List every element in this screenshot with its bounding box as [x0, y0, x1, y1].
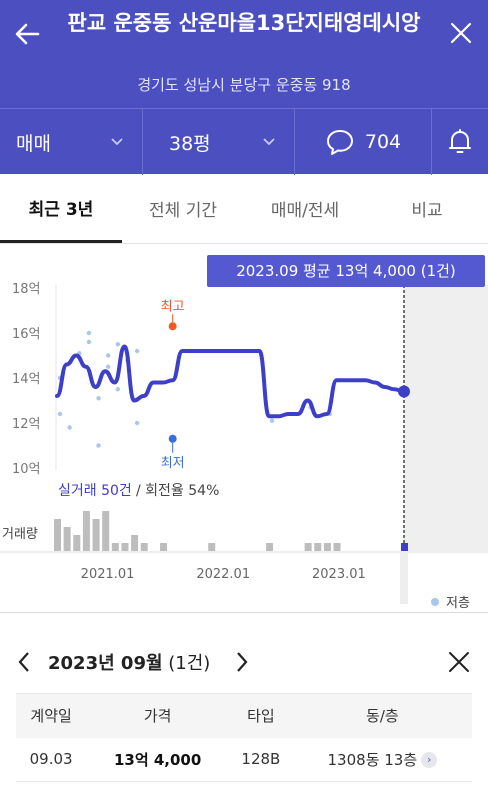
volume-bar [111, 543, 119, 551]
month-label: 2023년 09월 [48, 653, 163, 674]
tab-all-period[interactable]: 전체 기간 [149, 201, 217, 221]
x-tick-label: 2023.01 [312, 567, 366, 582]
speech-bubble-icon [326, 130, 353, 155]
trade-type-label: 매매 [16, 132, 51, 155]
volume-bar [73, 535, 81, 551]
address: 경기도 성남시 분당구 운중동 918 [137, 76, 351, 94]
low-point-marker [168, 434, 177, 443]
page-title: 판교 운중동 산운마을13단지태영데시앙 [67, 11, 421, 35]
comment-count: 704 [364, 131, 402, 153]
transaction-dot [86, 339, 92, 345]
chevron-down-icon [263, 138, 275, 146]
selected-point [398, 385, 410, 398]
y-tick-label: 12억 [12, 417, 41, 432]
transaction-dot [134, 348, 140, 354]
transaction-dot [269, 418, 275, 423]
transaction-dot [105, 364, 111, 369]
x-tick-label: 2021.01 [81, 567, 135, 582]
y-tick-label: 16억 [12, 327, 41, 342]
row-floor-cell: 1308동 13층 › [292, 737, 472, 782]
tab-compare[interactable]: 비교 [411, 201, 443, 221]
volume-bar [82, 511, 90, 551]
y-tick-label: 14억 [12, 372, 41, 387]
volume-bar [160, 543, 168, 551]
chevron-right-icon[interactable]: › [421, 752, 438, 769]
column-floor: 동/층 [292, 693, 472, 738]
header: 판교 운중동 산운마을13단지태영데시앙 경기도 성남시 분당구 운중동 918 [0, 0, 488, 108]
turnover-rate: / 회전율 54% [136, 483, 219, 499]
volume-bar [208, 543, 216, 551]
transaction-dot [86, 330, 92, 336]
transaction-dot [96, 396, 101, 401]
chevron-right-icon[interactable] [232, 649, 252, 675]
price-tooltip: 2023.09 평균 13억 4,000 (1건) [207, 255, 485, 287]
close-icon[interactable] [446, 649, 472, 675]
transaction-dot [115, 387, 121, 392]
column-type: 타입 [229, 693, 293, 738]
transaction-table: 계약일 가격 타입 동/층 09.03 13억 4,000 128B 1308동… [16, 693, 472, 782]
volume-bar [323, 543, 331, 551]
bell-icon [449, 129, 471, 153]
month-navigator: 2023년 09월 (1건) [0, 641, 488, 681]
low-floor-legend-label: 저층 [446, 596, 470, 611]
trade-type-dropdown[interactable]: 매매 [0, 109, 143, 175]
chevron-left-icon[interactable] [14, 649, 34, 675]
transaction-dot [57, 411, 63, 417]
transaction-dot [115, 342, 121, 347]
month-count: (1건) [162, 653, 211, 674]
transaction-dot [134, 420, 140, 426]
notification-button[interactable] [432, 109, 488, 175]
tab-trade-rent[interactable]: 매매/전세 [270, 201, 340, 221]
low-floor-legend-dot [431, 598, 439, 606]
area-label: 38평 [169, 132, 211, 155]
period-tabs: 최근 3년 전체 기간 매매/전세 비교 [0, 174, 488, 244]
volume-bar [140, 543, 148, 551]
high-point-marker [168, 322, 177, 331]
row-date: 09.03 [16, 737, 87, 782]
volume-bar [54, 519, 61, 551]
high-label: 최고 [161, 299, 185, 314]
volume-bar [401, 543, 408, 551]
volume-bar [121, 543, 129, 551]
scroll-handle[interactable] [400, 552, 408, 604]
volume-bar [92, 519, 100, 551]
y-tick-label: 18억 [12, 282, 41, 297]
volume-bar [333, 543, 341, 551]
transaction-dot [96, 443, 101, 448]
table-header: 계약일 가격 타입 동/층 [16, 693, 472, 738]
row-price: 13억 4,000 [86, 737, 230, 782]
comment-button[interactable]: 704 [295, 109, 432, 175]
low-label: 최저 [161, 456, 185, 471]
transaction-count: 실거래 50건 [58, 483, 132, 499]
column-date: 계약일 [16, 693, 87, 738]
volume-bar [266, 543, 274, 551]
volume-bar [314, 543, 322, 551]
selected-period-shade [404, 285, 488, 551]
volume-bar [63, 527, 71, 551]
column-price: 가격 [86, 693, 230, 738]
monthly-detail: 2023년 09월 (1건) 계약일 가격 타입 동/층 09.03 13억 4… [0, 612, 488, 800]
close-icon[interactable] [446, 18, 476, 48]
area-dropdown[interactable]: 38평 [143, 109, 295, 175]
volume-label: 거래량 [2, 527, 38, 542]
tab-recent-3-years[interactable]: 최근 3년 [0, 174, 122, 243]
volume-bar [304, 543, 312, 551]
x-tick-label: 2022.01 [196, 567, 250, 582]
y-tick-label: 10억 [12, 462, 41, 477]
average-price-line [55, 344, 406, 419]
volume-bar [131, 535, 139, 551]
chevron-down-icon [111, 138, 123, 146]
row-floor: 1308동 13층 [327, 750, 418, 769]
volume-bar [102, 511, 110, 551]
transaction-dot [67, 425, 72, 430]
back-arrow-icon[interactable] [10, 16, 46, 52]
month-title: 2023년 09월 (1건) [48, 649, 210, 675]
row-type: 128B [229, 737, 293, 782]
table-row[interactable]: 09.03 13억 4,000 128B 1308동 13층 › [16, 737, 472, 782]
transaction-dot [105, 353, 111, 358]
filter-bar: 매매 38평 704 [0, 108, 488, 175]
